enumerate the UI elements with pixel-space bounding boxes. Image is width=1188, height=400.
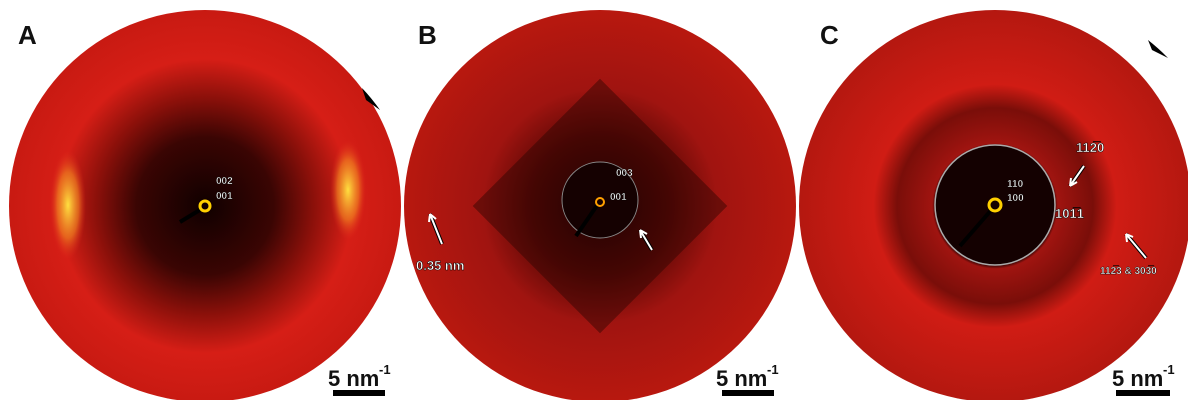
panel-label: B [418, 20, 437, 50]
panel-label: C [820, 20, 839, 50]
scale-exponent: -1 [767, 362, 779, 377]
scale-exponent: -1 [1163, 362, 1175, 377]
annotation: 100 [1007, 193, 1024, 204]
panel-a: A 002 001 5 nm -1 [9, 10, 401, 400]
scale-bar [1116, 390, 1170, 396]
scale-exponent: -1 [379, 362, 391, 377]
annotation: 001 [216, 191, 233, 202]
beam-stop [1148, 40, 1168, 58]
inner-disc [935, 145, 1055, 265]
annotation: 112̅0 [1076, 140, 1104, 155]
reflection [50, 150, 86, 260]
annotation: 001 [610, 192, 627, 203]
reflection [330, 140, 366, 240]
annotation: 112̅3 & 303̅0 [1100, 265, 1157, 277]
annotation: 002 [216, 176, 233, 187]
annotation: 110 [1007, 179, 1024, 190]
panel-label: A [18, 20, 37, 50]
scale-text: 5 nm [328, 366, 379, 391]
scale-text: 5 nm [716, 366, 767, 391]
annotation: 003 [616, 168, 633, 179]
scale-bar [722, 390, 774, 396]
panel-c: C 110 100 101̅1 112̅0 112̅3 & 303̅0 5 nm… [799, 10, 1188, 400]
scale-bar [333, 390, 385, 396]
figure: A 002 001 5 nm -1 B 003 001 0.35 nm 5 nm… [0, 0, 1188, 400]
annotation: 101̅1 [1055, 206, 1084, 221]
panel-b: B 003 001 0.35 nm 5 nm -1 [404, 10, 796, 400]
scale-text: 5 nm [1112, 366, 1163, 391]
annotation: 0.35 nm [416, 258, 464, 273]
